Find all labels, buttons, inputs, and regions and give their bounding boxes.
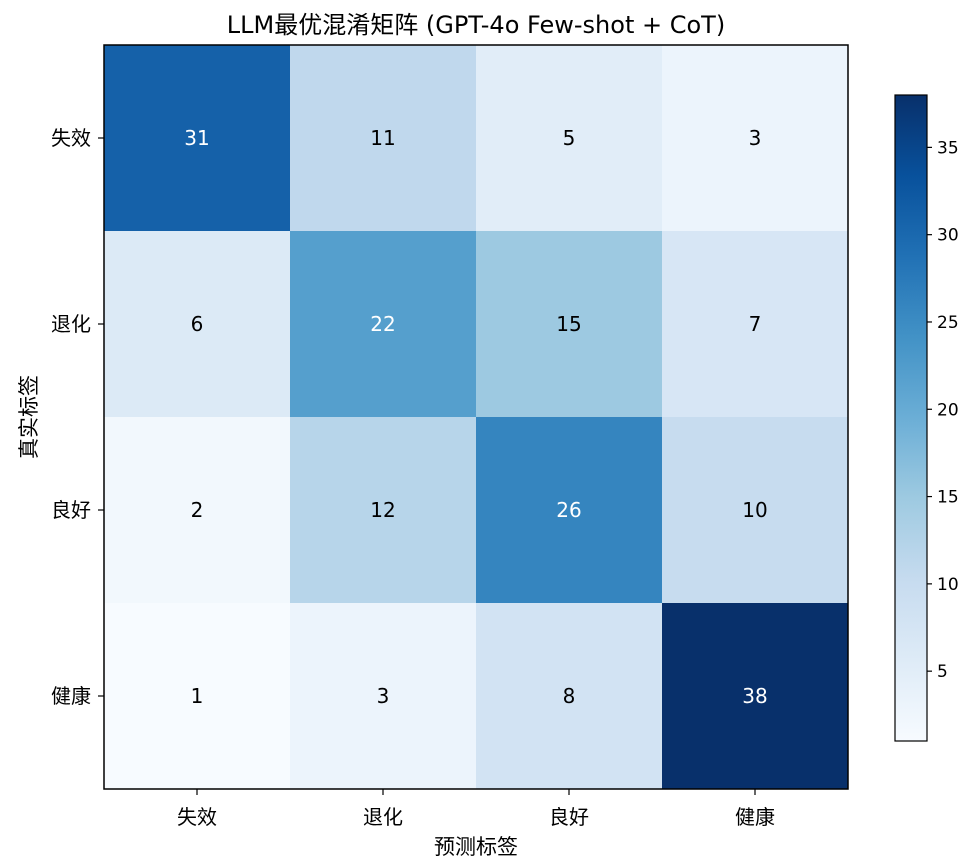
heatmap-cell — [662, 603, 849, 790]
y-tick-label: 良好 — [51, 498, 91, 522]
heatmap-cell — [662, 45, 849, 232]
colorbar-tick-label: 5 — [937, 662, 948, 682]
cell-value-label: 26 — [556, 498, 581, 522]
y-tick-label: 失效 — [51, 126, 91, 150]
x-axis-label: 预测标签 — [434, 835, 518, 859]
y-tick-label: 健康 — [51, 684, 91, 708]
colorbar-tick-label: 10 — [937, 575, 959, 595]
x-tick-label: 健康 — [735, 805, 775, 829]
colorbar-ticks: 5 10 15 20 25 30 35 — [927, 138, 959, 682]
x-axis-ticks: 失效 退化 良好 健康 — [177, 789, 775, 829]
cell-value-label: 10 — [742, 498, 767, 522]
chart-title: LLM最优混淆矩阵 (GPT-4o Few-shot + CoT) — [227, 11, 725, 39]
cell-value-label: 2 — [191, 498, 204, 522]
cell-value-label: 38 — [742, 684, 767, 708]
cell-value-label: 1 — [191, 684, 204, 708]
heatmap-cell — [290, 231, 477, 418]
heatmap-cell — [104, 603, 291, 790]
colorbar-tick-label: 30 — [937, 226, 959, 246]
cell-value-label: 15 — [556, 312, 581, 336]
x-tick-label: 失效 — [177, 805, 217, 829]
heatmap-cell — [476, 231, 663, 418]
heatmap-cell — [290, 45, 477, 232]
x-tick-label: 良好 — [549, 805, 589, 829]
cell-value-label: 3 — [749, 126, 762, 150]
heatmap-cells: 31 11 5 36 22 15 72 12 26 101 3 8 38 — [104, 45, 849, 790]
colorbar — [894, 94, 928, 742]
heatmap-cell — [662, 231, 849, 418]
y-tick-label: 退化 — [51, 312, 91, 336]
colorbar-tick-label: 25 — [937, 313, 959, 333]
heatmap-cell — [104, 417, 291, 604]
heatmap-cell — [290, 417, 477, 604]
cell-value-label: 3 — [377, 684, 390, 708]
cell-value-label: 8 — [563, 684, 576, 708]
cell-value-label: 5 — [563, 126, 576, 150]
colorbar-tick-label: 15 — [937, 488, 959, 508]
colorbar-tick-label: 20 — [937, 400, 959, 420]
heatmap-cell — [662, 417, 849, 604]
cell-value-label: 6 — [191, 312, 204, 336]
heatmap-cell — [104, 231, 291, 418]
plot-frame — [103, 44, 849, 790]
heatmap-cell — [290, 603, 477, 790]
heatmap-cell — [476, 45, 663, 232]
heatmap-cell — [476, 417, 663, 604]
colorbar-tick-label: 35 — [937, 138, 959, 158]
cell-value-label: 31 — [184, 126, 209, 150]
cell-value-label: 11 — [370, 126, 395, 150]
y-axis-label: 真实标签 — [17, 375, 41, 459]
heatmap-cell — [476, 603, 663, 790]
x-tick-label: 退化 — [363, 805, 403, 829]
heatmap-cell — [104, 45, 291, 232]
cell-value-label: 22 — [370, 312, 395, 336]
cell-value-label: 7 — [749, 312, 762, 336]
cell-value-label: 12 — [370, 498, 395, 522]
